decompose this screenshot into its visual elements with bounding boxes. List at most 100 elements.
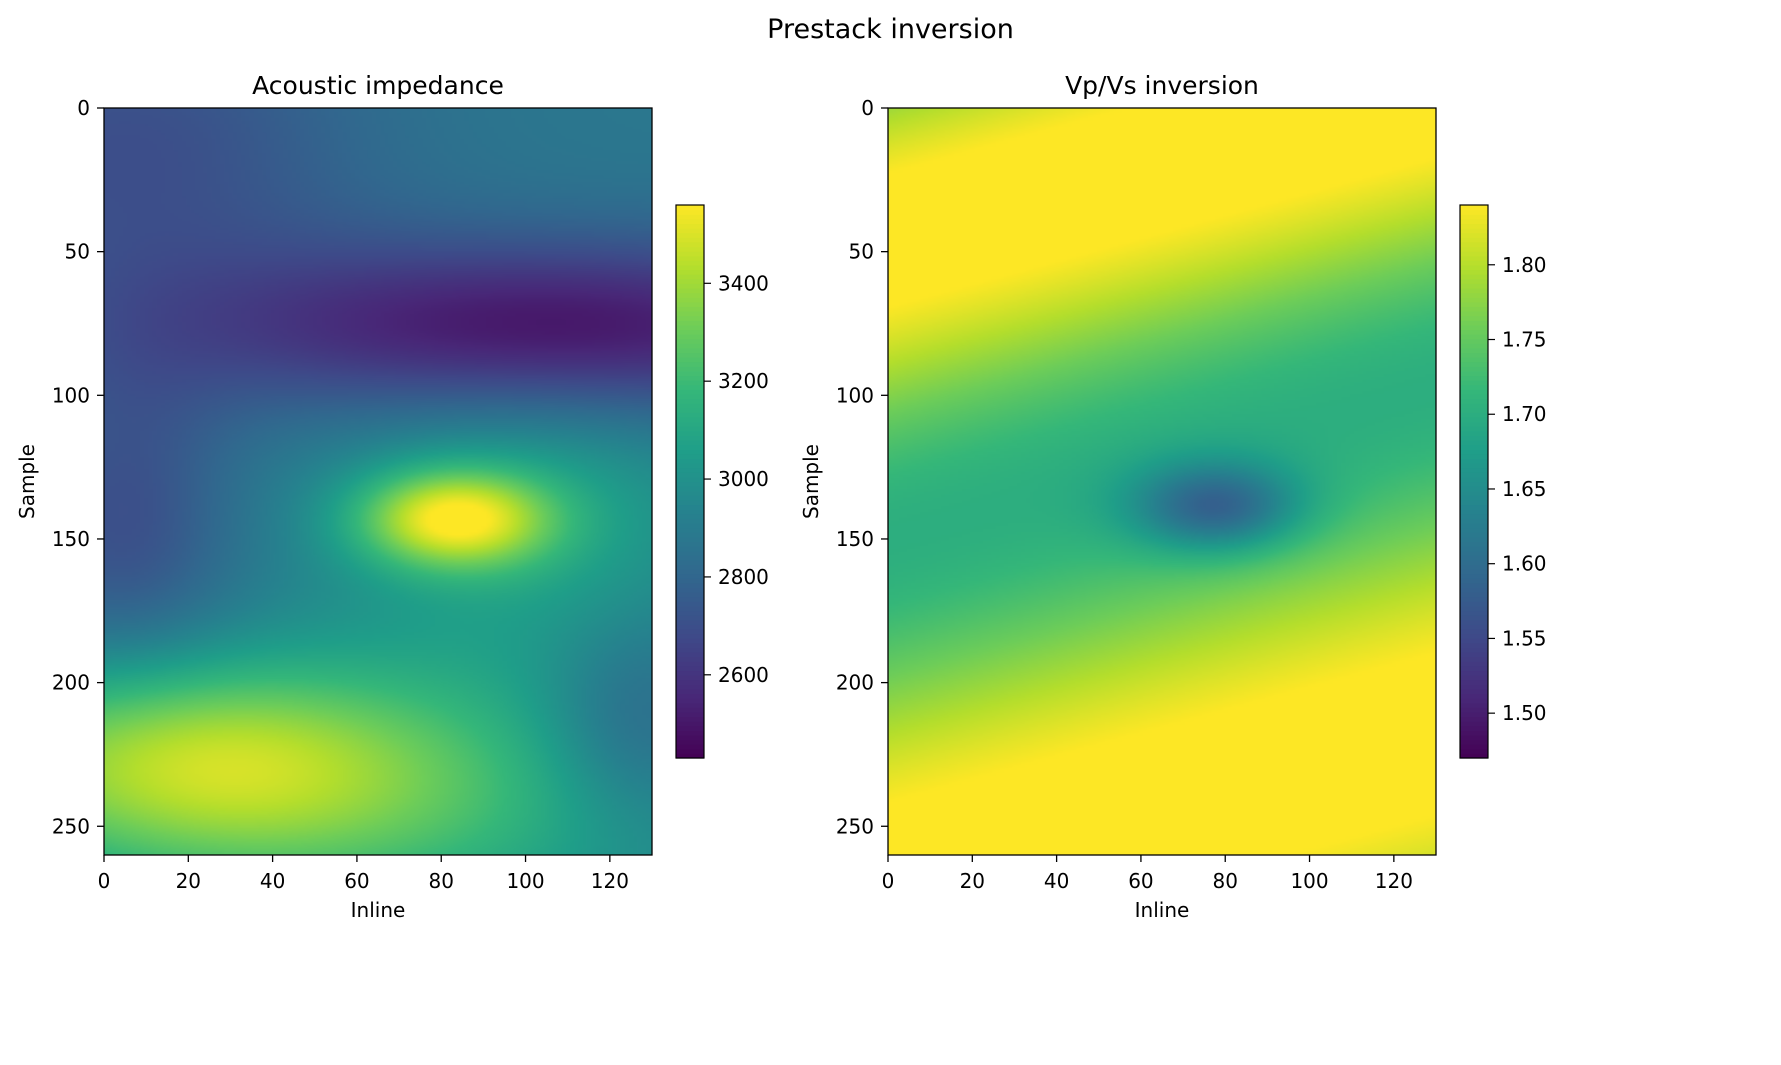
colorbar-segment <box>676 647 704 653</box>
y-tick-label: 0 <box>77 96 90 120</box>
colorbar-segment <box>676 269 704 275</box>
colorbar-segment <box>1460 624 1488 630</box>
colorbar-segment <box>676 416 704 423</box>
colorbar-segment <box>1460 241 1488 248</box>
colorbar-segment <box>1460 274 1488 280</box>
colorbar-segment <box>1460 352 1488 358</box>
colorbar-segment <box>676 389 704 395</box>
x-tick-label: 0 <box>98 869 111 893</box>
colorbar-segment <box>1460 440 1488 446</box>
colorbar-segment <box>676 260 704 266</box>
colorbar-segment <box>1460 398 1488 404</box>
colorbar-segment <box>1460 255 1488 261</box>
colorbar-segment <box>676 278 704 284</box>
colorbar-segment <box>676 711 704 718</box>
colorbar-segment <box>1460 739 1488 745</box>
colorbar-segment <box>676 716 704 722</box>
colorbar-segment <box>1460 753 1488 759</box>
y-tick-label: 150 <box>52 527 90 551</box>
colorbar-segment <box>676 688 704 695</box>
colorbar-segment <box>676 283 704 289</box>
colorbar-segment <box>1460 228 1488 234</box>
colorbar-segment <box>676 463 704 469</box>
colorbar-segment <box>1460 730 1488 736</box>
colorbar-segment <box>676 546 704 552</box>
colorbar-segment <box>676 237 704 243</box>
colorbar-segment <box>1460 638 1488 644</box>
x-tick-label: 120 <box>1375 869 1413 893</box>
colorbar-segment <box>676 522 704 529</box>
colorbar-segment <box>676 440 704 446</box>
colorbar-segment <box>1460 435 1488 441</box>
colorbar-segment <box>676 435 704 441</box>
colorbar-segment <box>676 721 704 727</box>
colorbar-segment <box>1460 698 1488 704</box>
colorbar-segment <box>1460 416 1488 423</box>
axes-frame <box>103 107 653 856</box>
colorbar-segment <box>1460 569 1488 575</box>
colorbar-segment <box>676 744 704 750</box>
colorbar-segment <box>676 665 704 672</box>
colorbar-segment <box>1460 619 1488 625</box>
colorbar-tick-label: 3200 <box>718 369 769 393</box>
axes-title: Acoustic impedance <box>252 71 504 100</box>
colorbar-segment <box>676 596 704 602</box>
colorbar-segment <box>676 753 704 759</box>
colorbar-segment <box>676 403 704 409</box>
colorbar-segment <box>676 638 704 644</box>
x-tick-label: 40 <box>260 869 285 893</box>
y-tick-label: 100 <box>52 383 90 407</box>
colorbar-tick-label: 1.70 <box>1502 402 1547 426</box>
colorbar-segment <box>676 209 704 215</box>
colorbar-segment <box>676 509 704 515</box>
colorbar-segment <box>676 730 704 736</box>
colorbar-segment <box>676 532 704 538</box>
colorbar-segment <box>676 499 704 506</box>
y-tick-label: 0 <box>861 96 874 120</box>
colorbar-segment <box>676 605 704 612</box>
colorbar-segment <box>1460 628 1488 635</box>
colorbar-segment <box>676 702 704 708</box>
colorbar-segment <box>1460 324 1488 331</box>
colorbar-segment <box>676 343 704 349</box>
y-tick-label: 150 <box>836 527 874 551</box>
colorbar-tick-label: 1.50 <box>1502 701 1547 725</box>
colorbar-segment <box>1460 430 1488 437</box>
colorbar-segment <box>676 380 704 386</box>
colorbar-segment <box>676 297 704 303</box>
colorbar-frame <box>1459 204 1489 759</box>
y-tick-label: 50 <box>65 240 90 264</box>
colorbar-segment <box>676 610 704 616</box>
colorbar-segment <box>676 582 704 589</box>
axes-frame <box>887 107 1437 856</box>
y-axis-label: Sample <box>15 444 39 519</box>
colorbar-segment <box>1460 716 1488 722</box>
colorbar-segment <box>1460 338 1488 344</box>
colorbar-segment <box>1460 218 1488 225</box>
colorbar-segment <box>1460 357 1488 363</box>
colorbar-segment <box>1460 481 1488 487</box>
y-tick-label: 250 <box>836 814 874 838</box>
x-tick-label: 80 <box>429 869 454 893</box>
colorbar-segment <box>676 495 704 501</box>
colorbar-segment <box>676 619 704 625</box>
colorbar-segment <box>1460 647 1488 653</box>
colorbar-segment <box>676 486 704 492</box>
colorbar-segment <box>1460 315 1488 321</box>
colorbar-segment <box>1460 559 1488 566</box>
colorbar-segment <box>676 320 704 326</box>
colorbar-segment <box>1460 223 1488 229</box>
colorbar-segment <box>676 527 704 533</box>
colorbar-segment <box>676 578 704 584</box>
y-tick-label: 100 <box>836 383 874 407</box>
colorbar-segment <box>676 458 704 464</box>
colorbar-tick-label: 3400 <box>718 271 769 295</box>
heatmap-image <box>888 108 1436 855</box>
colorbar-segment <box>1460 287 1488 294</box>
colorbar-segment <box>676 264 704 271</box>
colorbar-segment <box>1460 260 1488 266</box>
colorbar-segment <box>1460 205 1488 211</box>
colorbar-segment <box>676 398 704 404</box>
colorbar-segment <box>1460 596 1488 602</box>
colorbar-segment <box>1460 384 1488 390</box>
